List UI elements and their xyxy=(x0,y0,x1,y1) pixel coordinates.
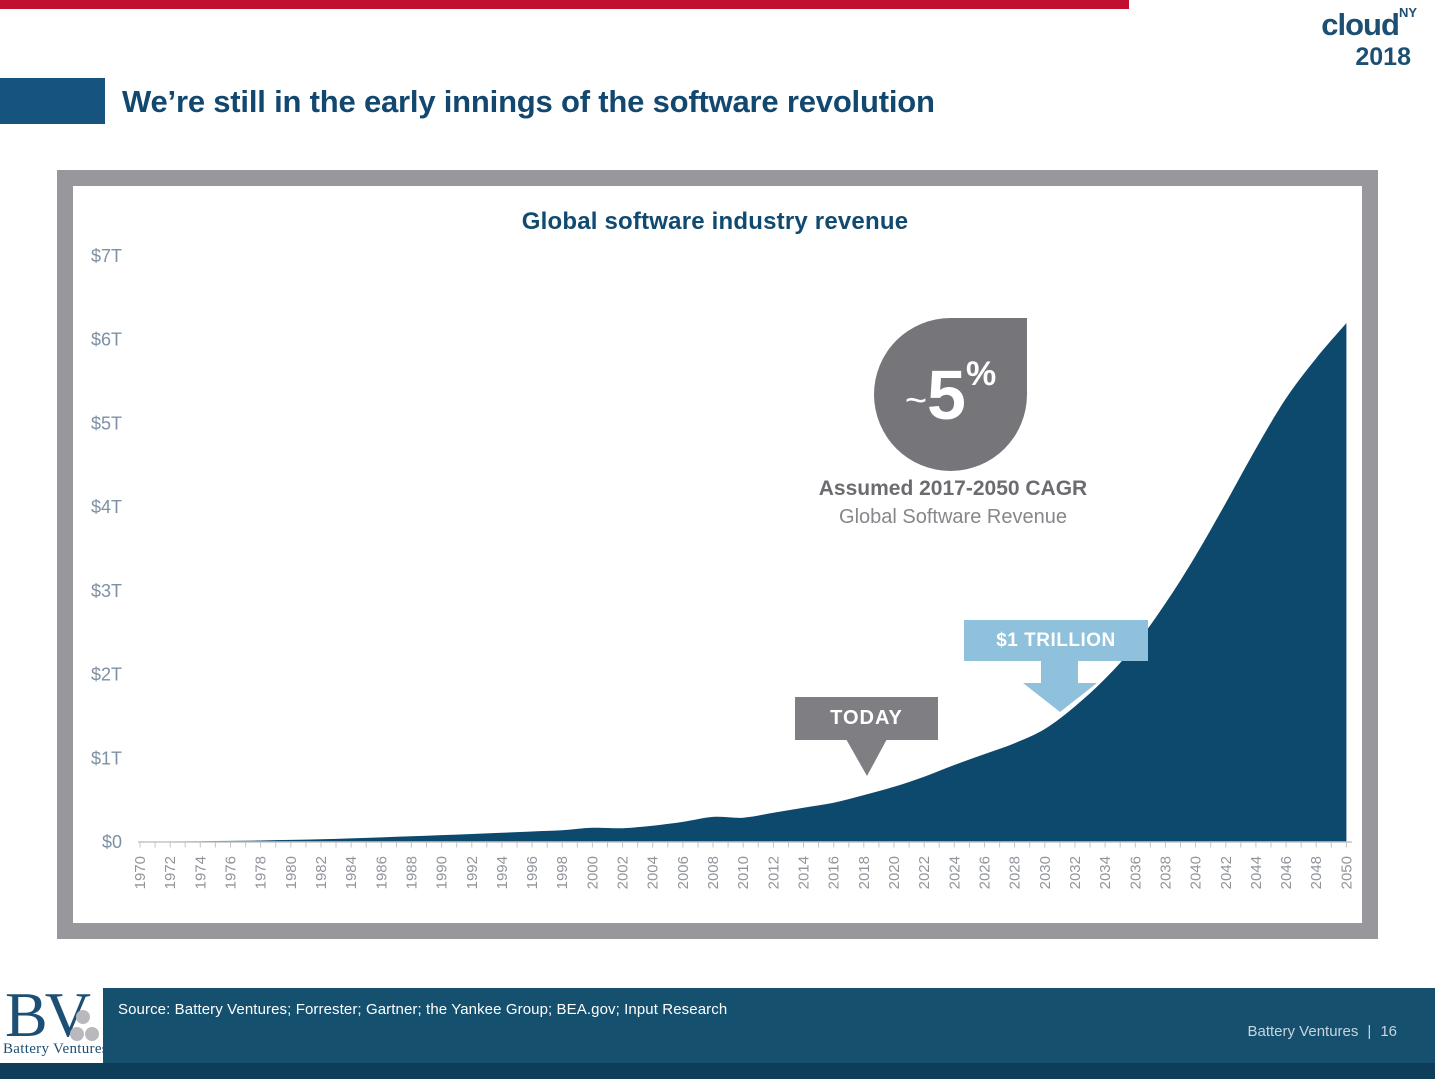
chart-title: Global software industry revenue xyxy=(521,208,909,235)
cagr-caption-line2: Global Software Revenue xyxy=(839,506,1067,528)
cagr-percent-sign: % xyxy=(965,355,997,393)
cagr-caption: Assumed 2017-2050 CAGR Global Software R… xyxy=(753,477,1153,529)
today-callout: TODAY xyxy=(795,697,938,740)
bv-logo-name: Battery Ventures xyxy=(3,1041,108,1057)
source-text: Source: Battery Ventures; Forrester; Gar… xyxy=(118,1001,728,1018)
top-accent-bar xyxy=(0,0,1129,9)
cagr-badge: ~5% xyxy=(874,318,1027,471)
cloudny-year: 2018 xyxy=(1355,42,1411,71)
cagr-caption-line1: Assumed 2017-2050 CAGR xyxy=(818,477,1088,500)
page-label: Battery Ventures | 16 xyxy=(1248,1023,1398,1040)
bv-logo-dot-icon xyxy=(76,1010,90,1024)
bv-logo-dot-icon xyxy=(85,1027,99,1041)
cloudny-logo: cloudNY 2018 xyxy=(1321,6,1417,70)
page-label-brand: Battery Ventures xyxy=(1247,1023,1359,1040)
cloudny-superscript: NY xyxy=(1398,5,1417,20)
cloudny-wordmark: cloudNY xyxy=(1321,6,1417,42)
page-label-divider: | xyxy=(1367,1023,1372,1040)
bv-logo-dot-icon xyxy=(70,1027,84,1041)
footer-bottom-strip xyxy=(0,1063,1435,1079)
trillion-callout: $1 TRILLION xyxy=(964,620,1148,661)
title-accent-block xyxy=(0,78,105,124)
chart-frame xyxy=(57,170,1378,939)
slide-title: We’re still in the early innings of the … xyxy=(122,84,935,119)
cloudny-word: cloud xyxy=(1321,7,1400,42)
page-number: 16 xyxy=(1380,1023,1397,1040)
cagr-tilde: ~ xyxy=(904,380,928,422)
cagr-value: 5 xyxy=(927,355,966,434)
